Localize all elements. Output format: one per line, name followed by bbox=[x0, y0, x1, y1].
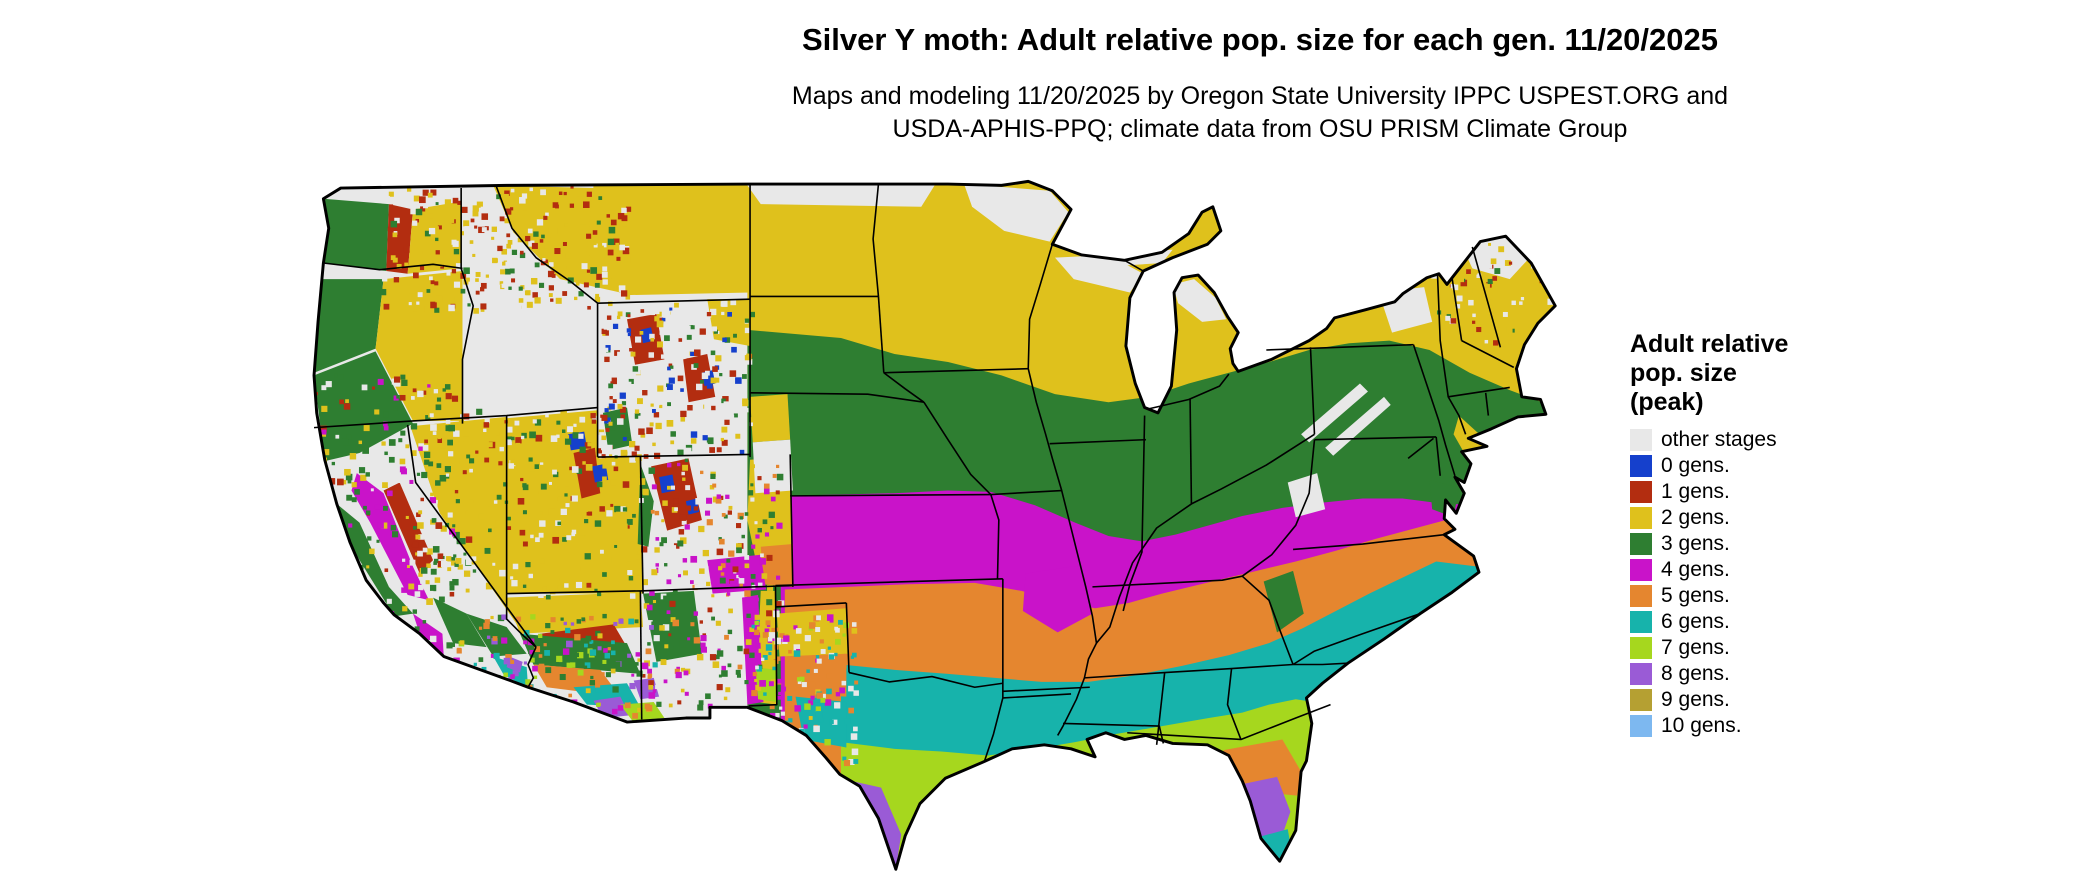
legend-swatch bbox=[1630, 455, 1652, 477]
legend-label: 3 gens. bbox=[1661, 532, 1730, 555]
legend-label: 7 gens. bbox=[1661, 636, 1730, 659]
legend-swatch bbox=[1630, 533, 1652, 555]
legend-swatch bbox=[1630, 611, 1652, 633]
us-map-svg bbox=[312, 179, 1557, 871]
legend-item: 9 gens. bbox=[1630, 687, 1930, 713]
map-legend: Adult relative pop. size (peak) other st… bbox=[1630, 330, 1930, 739]
subtitle-line-1: Maps and modeling 11/20/2025 by Oregon S… bbox=[791, 82, 1729, 110]
legend-title-line2: pop. size bbox=[1630, 359, 1737, 387]
legend-swatch bbox=[1630, 429, 1652, 451]
legend-item: 1 gens. bbox=[1630, 479, 1930, 505]
legend-item: 5 gens. bbox=[1630, 583, 1930, 609]
legend-label: 1 gens. bbox=[1661, 480, 1730, 503]
page-title: Silver Y moth: Adult relative pop. size … bbox=[802, 22, 1718, 57]
us-generations-map bbox=[306, 172, 1590, 888]
legend-swatch bbox=[1630, 507, 1652, 529]
legend-label: 4 gens. bbox=[1661, 558, 1730, 581]
us-outline bbox=[312, 179, 1557, 871]
legend-swatch bbox=[1630, 585, 1652, 607]
legend-title-line3: (peak) bbox=[1630, 388, 1704, 416]
legend-label: 8 gens. bbox=[1661, 662, 1730, 685]
page-subtitle: Maps and modeling 11/20/2025 by Oregon S… bbox=[460, 80, 2060, 146]
subtitle-line-2: USDA-APHIS-PPQ; climate data from OSU PR… bbox=[892, 115, 1628, 143]
legend-swatch bbox=[1630, 715, 1652, 737]
legend-item: 8 gens. bbox=[1630, 661, 1930, 687]
legend-item: 7 gens. bbox=[1630, 635, 1930, 661]
state-borders bbox=[313, 183, 1515, 763]
legend-title: Adult relative pop. size (peak) bbox=[1630, 330, 1930, 417]
legend-label: 2 gens. bbox=[1661, 506, 1730, 529]
legend-item: other stages bbox=[1630, 427, 1930, 453]
legend-label: 0 gens. bbox=[1661, 454, 1730, 477]
legend-swatch bbox=[1630, 481, 1652, 503]
map-raster bbox=[314, 181, 1556, 870]
legend-label: 6 gens. bbox=[1661, 610, 1730, 633]
legend-label: other stages bbox=[1661, 428, 1777, 451]
legend-label: 9 gens. bbox=[1661, 688, 1730, 711]
legend-item: 3 gens. bbox=[1630, 531, 1930, 557]
legend-swatch bbox=[1630, 559, 1652, 581]
legend-item: 10 gens. bbox=[1630, 713, 1930, 739]
legend-swatch bbox=[1630, 663, 1652, 685]
legend-item: 4 gens. bbox=[1630, 557, 1930, 583]
legend-item: 6 gens. bbox=[1630, 609, 1930, 635]
legend-items: other stages 0 gens. 1 gens. 2 gens. 3 gens.… bbox=[1630, 427, 1930, 739]
legend-swatch bbox=[1630, 637, 1652, 659]
legend-label: 10 gens. bbox=[1661, 714, 1742, 737]
legend-swatch bbox=[1630, 689, 1652, 711]
legend-item: 0 gens. bbox=[1630, 453, 1930, 479]
legend-label: 5 gens. bbox=[1661, 584, 1730, 607]
legend-title-line1: Adult relative bbox=[1630, 330, 1789, 358]
legend-item: 2 gens. bbox=[1630, 505, 1930, 531]
